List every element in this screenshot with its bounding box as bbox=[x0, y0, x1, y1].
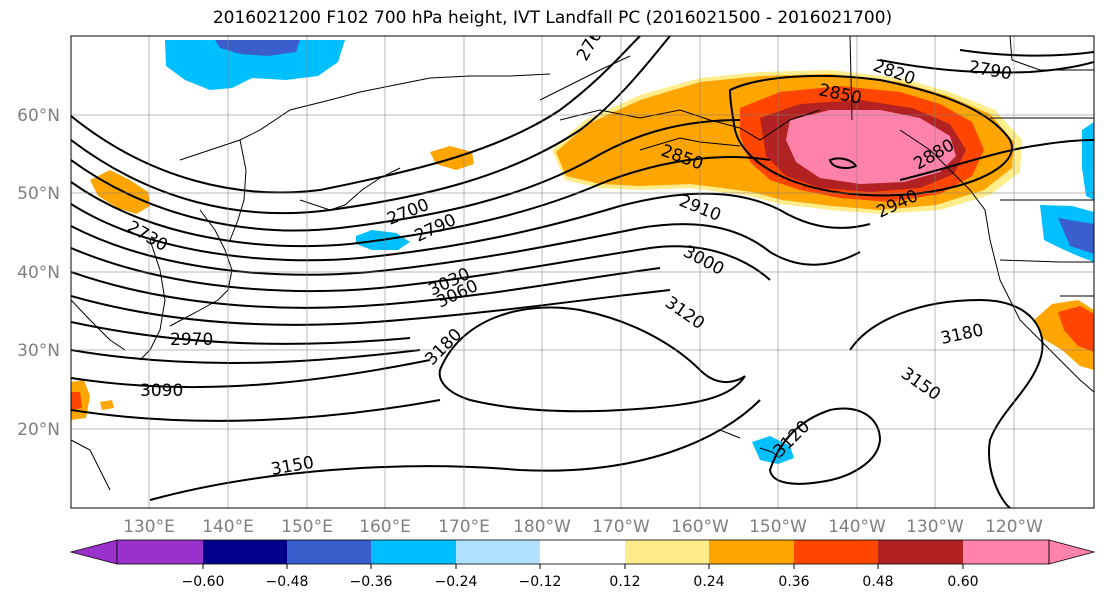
colorbar-bin bbox=[963, 540, 1049, 564]
colorbar-frame bbox=[116, 539, 1050, 565]
lon-label: 140°E bbox=[202, 517, 254, 537]
graticule bbox=[71, 36, 1094, 508]
colorbar-bin bbox=[540, 540, 625, 564]
lat-label: 50°N bbox=[17, 184, 60, 204]
colorbar-bin bbox=[117, 540, 203, 564]
colorbar-bin bbox=[203, 540, 287, 564]
lon-label: 160°W bbox=[671, 517, 729, 537]
negative-anomaly-north-pacific bbox=[165, 40, 345, 90]
lon-label: 160°E bbox=[359, 517, 411, 537]
positive-anomaly-small-orange bbox=[100, 400, 114, 410]
colorbar-tick-label: −0.48 bbox=[266, 574, 309, 590]
positive-anomaly-west-edge-core bbox=[71, 392, 82, 410]
lon-label: 170°E bbox=[438, 517, 490, 537]
positive-anomaly-southwest-us-core bbox=[1058, 306, 1094, 352]
colorbar-bin bbox=[371, 540, 456, 564]
negative-anomaly-core bbox=[215, 40, 300, 56]
longitude-axis: 130°E 140°E 150°E 160°E 170°E 180°W 170°… bbox=[123, 517, 1043, 537]
lon-label: 180°W bbox=[513, 517, 571, 537]
colorbar-bin bbox=[287, 540, 371, 564]
lon-label: 130°W bbox=[906, 517, 964, 537]
height-contours bbox=[71, 36, 1094, 508]
colorbar: −0.60 −0.48 −0.36 −0.24 −0.12 0.12 0.24 … bbox=[69, 539, 1096, 590]
colorbar-tick-label: −0.60 bbox=[182, 574, 225, 590]
colorbar-bin bbox=[709, 540, 794, 564]
lon-label: 140°W bbox=[828, 517, 886, 537]
colorbar-extend-low bbox=[69, 539, 118, 565]
colorbar-tick-label: 0.36 bbox=[778, 574, 809, 590]
colorbar-tick-label: −0.36 bbox=[350, 574, 393, 590]
lat-label: 60°N bbox=[17, 106, 60, 126]
shaded-field bbox=[71, 40, 1094, 464]
colorbar-bin bbox=[794, 540, 878, 564]
colorbar-bin bbox=[625, 540, 709, 564]
latitude-axis: 60°N 50°N 40°N 30°N 20°N bbox=[17, 106, 60, 440]
contour-label: 3090 bbox=[140, 381, 183, 401]
lon-label: 150°E bbox=[281, 517, 333, 537]
negative-anomaly-west-coast-core bbox=[1058, 218, 1094, 254]
lat-label: 40°N bbox=[17, 263, 60, 283]
colorbar-bin bbox=[878, 540, 963, 564]
colorbar-tick-label: 0.48 bbox=[862, 574, 893, 590]
colorbar-tick-label: −0.24 bbox=[435, 574, 478, 590]
colorbar-tick-label: 0.24 bbox=[693, 574, 724, 590]
colorbar-bin bbox=[456, 540, 540, 564]
colorbar-extend-high bbox=[1048, 539, 1096, 565]
contour-label: 2970 bbox=[170, 330, 213, 350]
colorbar-tick-label: 0.12 bbox=[609, 574, 640, 590]
lat-label: 20°N bbox=[17, 420, 60, 440]
plot-frame bbox=[70, 35, 1095, 509]
colorbar-tick-label: 0.60 bbox=[947, 574, 978, 590]
negative-anomaly-west-coast-north bbox=[1082, 122, 1094, 200]
map-title: 2016021200 F102 700 hPa height, IVT Land… bbox=[212, 8, 893, 28]
lon-label: 120°W bbox=[985, 517, 1043, 537]
lon-label: 150°W bbox=[749, 517, 807, 537]
lat-label: 30°N bbox=[17, 341, 60, 361]
positive-anomaly-pink bbox=[786, 110, 956, 184]
colorbar-tick-label: −0.12 bbox=[519, 574, 562, 590]
lon-label: 170°W bbox=[592, 517, 650, 537]
lon-label: 130°E bbox=[123, 517, 175, 537]
